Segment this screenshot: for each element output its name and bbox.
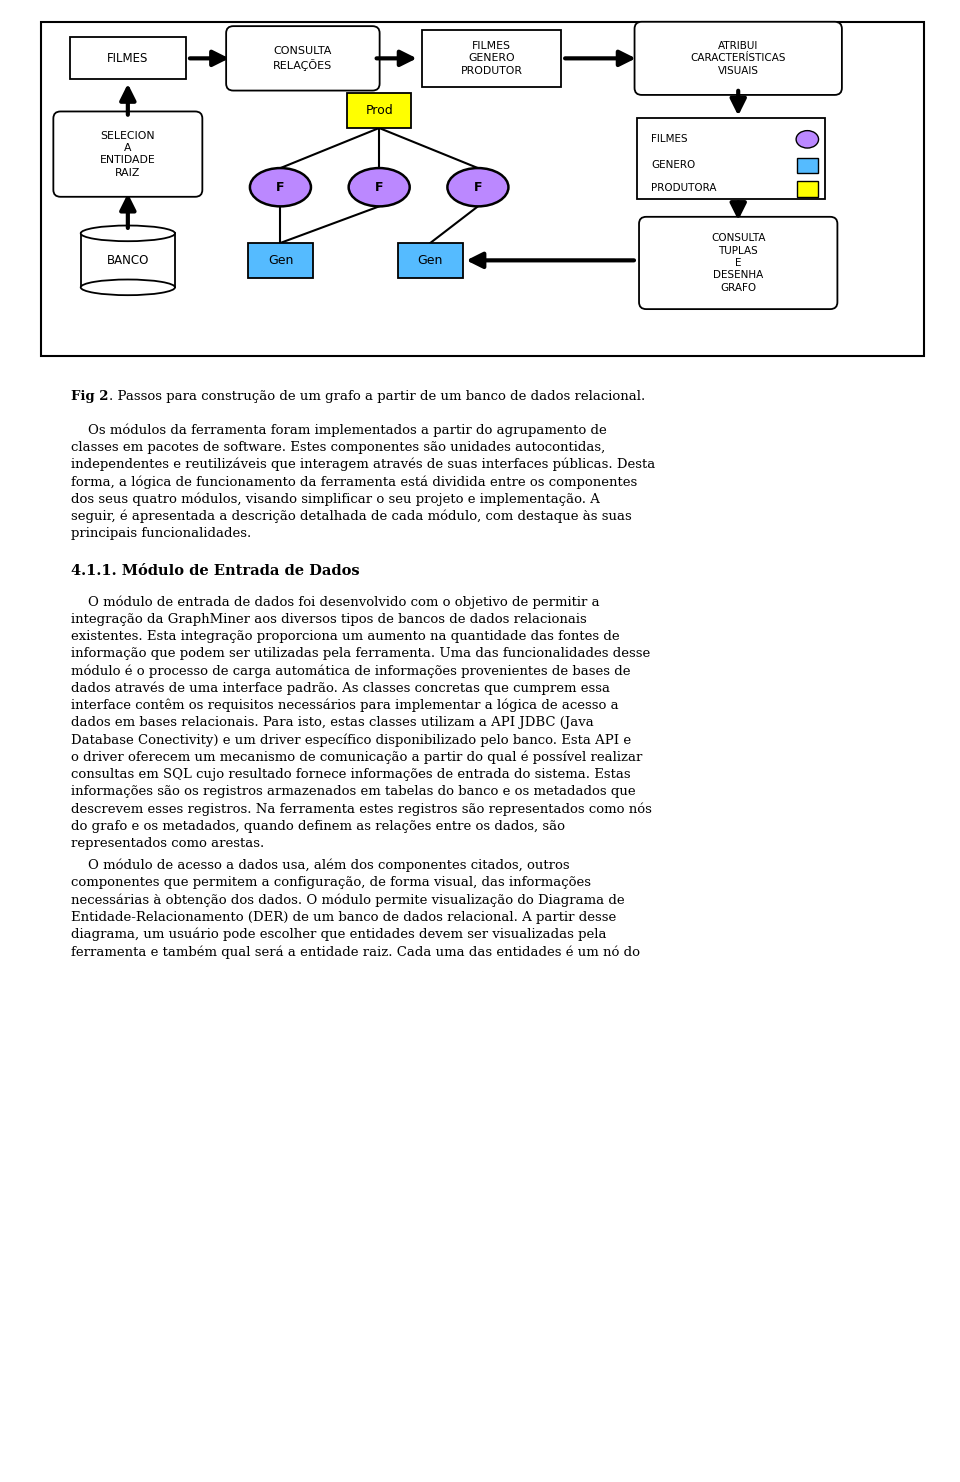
Text: F: F <box>375 181 383 194</box>
Text: 4.1.1. Módulo de Entrada de Dados: 4.1.1. Módulo de Entrada de Dados <box>71 565 360 578</box>
Text: ATRIBUI
CARACTERÍSTICAS
VISUAIS: ATRIBUI CARACTERÍSTICAS VISUAIS <box>690 41 786 76</box>
Text: Fig 2: Fig 2 <box>71 390 108 403</box>
Text: dados em bases relacionais. Para isto, estas classes utilizam a API JDBC (Java: dados em bases relacionais. Para isto, e… <box>71 716 594 729</box>
Text: SELECION
A
ENTIDADE
RAIZ: SELECION A ENTIDADE RAIZ <box>100 130 156 178</box>
Text: Gen: Gen <box>418 253 443 267</box>
Text: . Passos para construção de um grafo a partir de um banco de dados relacional.: . Passos para construção de um grafo a p… <box>109 390 645 403</box>
FancyBboxPatch shape <box>797 181 818 197</box>
Text: GENERO: GENERO <box>651 160 695 169</box>
Text: Database Conectivity) e um driver específico disponibilizado pelo banco. Esta AP: Database Conectivity) e um driver especí… <box>71 734 632 747</box>
FancyBboxPatch shape <box>635 22 842 95</box>
Text: ferramenta e também qual será a entidade raiz. Cada uma das entidades é um nó do: ferramenta e também qual será a entidade… <box>71 946 640 959</box>
FancyBboxPatch shape <box>398 243 463 277</box>
Text: descrevem esses registros. Na ferramenta estes registros são representados como : descrevem esses registros. Na ferramenta… <box>71 803 652 817</box>
Text: integração da GraphMiner aos diversos tipos de bancos de dados relacionais: integração da GraphMiner aos diversos ti… <box>71 612 588 625</box>
Text: FILMES
GENERO
PRODUTOR: FILMES GENERO PRODUTOR <box>461 41 522 76</box>
Text: BANCO: BANCO <box>107 253 149 267</box>
Text: Os módulos da ferramenta foram implementados a partir do agrupamento de: Os módulos da ferramenta foram implement… <box>71 424 607 437</box>
FancyBboxPatch shape <box>797 157 818 173</box>
FancyBboxPatch shape <box>40 22 924 356</box>
Ellipse shape <box>796 130 819 148</box>
Text: FILMES: FILMES <box>651 135 687 144</box>
Text: O módulo de entrada de dados foi desenvolvido com o objetivo de permitir a: O módulo de entrada de dados foi desenvo… <box>71 596 600 609</box>
Ellipse shape <box>348 167 410 206</box>
FancyBboxPatch shape <box>54 111 203 197</box>
Text: componentes que permitem a configuração, de forma visual, das informações: componentes que permitem a configuração,… <box>71 876 591 889</box>
FancyBboxPatch shape <box>636 119 826 200</box>
Text: PRODUTORA: PRODUTORA <box>651 184 717 193</box>
Text: consultas em SQL cujo resultado fornece informações de entrada do sistema. Estas: consultas em SQL cujo resultado fornece … <box>71 768 631 781</box>
FancyBboxPatch shape <box>69 37 186 79</box>
Text: classes em pacotes de software. Estes componentes são unidades autocontidas,: classes em pacotes de software. Estes co… <box>71 440 606 453</box>
Text: Gen: Gen <box>268 253 293 267</box>
Text: informações são os registros armazenados em tabelas do banco e os metadados que: informações são os registros armazenados… <box>71 785 636 799</box>
Ellipse shape <box>81 225 175 242</box>
Text: do grafo e os metadados, quando definem as relações entre os dados, são: do grafo e os metadados, quando definem … <box>71 820 565 833</box>
Text: Entidade-Relacionamento (DER) de um banco de dados relacional. A partir desse: Entidade-Relacionamento (DER) de um banc… <box>71 911 616 923</box>
Text: F: F <box>276 181 285 194</box>
FancyBboxPatch shape <box>248 243 313 277</box>
Text: CONSULTA
RELAÇÕES: CONSULTA RELAÇÕES <box>274 46 332 71</box>
Text: principais funcionalidades.: principais funcionalidades. <box>71 528 252 539</box>
FancyBboxPatch shape <box>421 30 561 86</box>
Text: seguir, é apresentada a descrição detalhada de cada módulo, com destaque às suas: seguir, é apresentada a descrição detalh… <box>71 510 632 523</box>
Text: diagrama, um usuário pode escolher que entidades devem ser visualizadas pela: diagrama, um usuário pode escolher que e… <box>71 928 607 941</box>
Text: o driver oferecem um mecanismo de comunicação a partir do qual é possível realiz: o driver oferecem um mecanismo de comuni… <box>71 751 642 765</box>
FancyBboxPatch shape <box>639 216 837 310</box>
FancyBboxPatch shape <box>81 233 175 288</box>
Text: necessárias à obtenção dos dados. O módulo permite visualização do Diagrama de: necessárias à obtenção dos dados. O módu… <box>71 894 625 907</box>
Ellipse shape <box>250 167 311 206</box>
Text: FILMES: FILMES <box>108 52 149 65</box>
FancyBboxPatch shape <box>347 93 412 127</box>
Text: existentes. Esta integração proporciona um aumento na quantidade das fontes de: existentes. Esta integração proporciona … <box>71 630 620 643</box>
Text: representados como arestas.: representados como arestas. <box>71 837 265 851</box>
Text: O módulo de acesso a dados usa, além dos componentes citados, outros: O módulo de acesso a dados usa, além dos… <box>71 860 570 873</box>
Text: CONSULTA
TUPLAS
E
DESENHA
GRAFO: CONSULTA TUPLAS E DESENHA GRAFO <box>711 233 765 293</box>
Text: dados através de uma interface padrão. As classes concretas que cumprem essa: dados através de uma interface padrão. A… <box>71 682 611 695</box>
Text: módulo é o processo de carga automática de informações provenientes de bases de: módulo é o processo de carga automática … <box>71 664 631 677</box>
Text: independentes e reutilizáveis que interagem através de suas interfaces públicas.: independentes e reutilizáveis que intera… <box>71 458 656 471</box>
Ellipse shape <box>447 167 509 206</box>
Text: F: F <box>473 181 482 194</box>
Text: forma, a lógica de funcionamento da ferramenta está dividida entre os componente: forma, a lógica de funcionamento da ferr… <box>71 476 637 489</box>
Text: Prod: Prod <box>366 104 393 117</box>
Text: informação que podem ser utilizadas pela ferramenta. Uma das funcionalidades des: informação que podem ser utilizadas pela… <box>71 648 651 659</box>
Text: dos seus quatro módulos, visando simplificar o seu projeto e implementação. A: dos seus quatro módulos, visando simplif… <box>71 492 600 505</box>
Ellipse shape <box>81 280 175 295</box>
Text: interface contêm os requisitos necessários para implementar a lógica de acesso a: interface contêm os requisitos necessári… <box>71 700 619 713</box>
FancyBboxPatch shape <box>227 27 379 90</box>
